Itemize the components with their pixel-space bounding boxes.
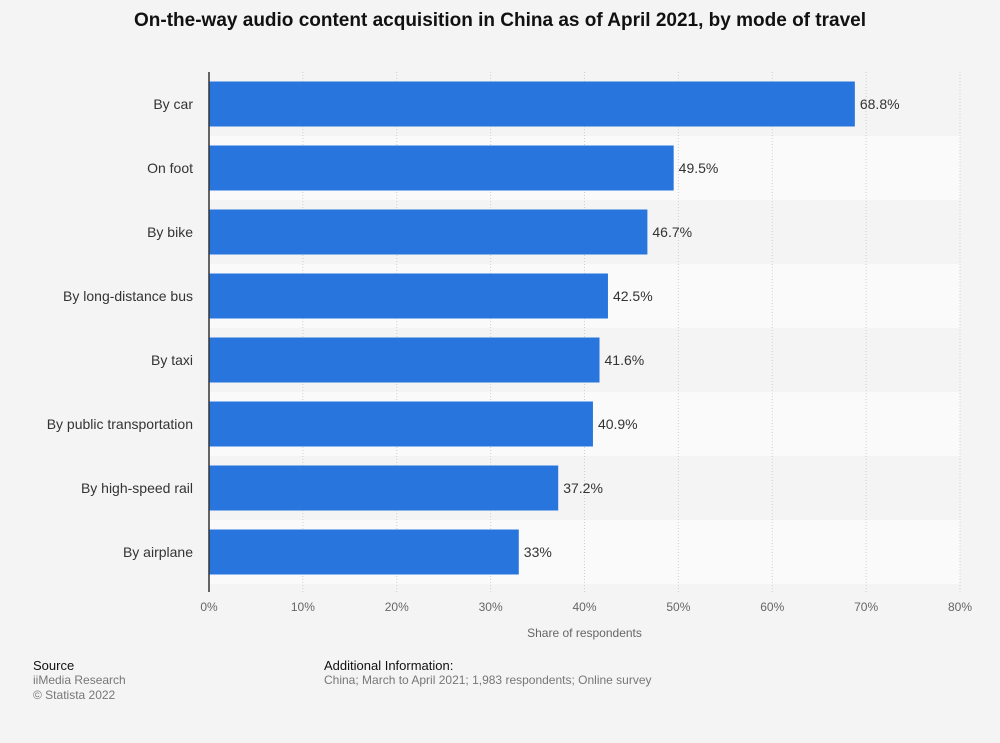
value-label: 42.5% (613, 288, 653, 304)
bar (209, 401, 593, 447)
bar (209, 465, 559, 511)
bar-chart: By car 68.8% On foot 49.5% By bike 46.7% By lo… (47, 72, 972, 640)
x-tick-label: 20% (385, 600, 409, 614)
additional-info-text: China; March to April 2021; 1,983 respon… (324, 673, 652, 687)
bar (209, 273, 608, 319)
value-label: 37.2% (563, 480, 603, 496)
value-label: 41.6% (605, 352, 645, 368)
value-label: 46.7% (652, 224, 692, 240)
value-label: 68.8% (860, 96, 900, 112)
source-name: iiMedia Research (33, 673, 126, 687)
category-label: By long-distance bus (63, 288, 193, 304)
category-label: By bike (147, 224, 193, 240)
x-tick-label: 30% (479, 600, 503, 614)
x-tick-label: 60% (760, 600, 784, 614)
bar (209, 81, 855, 127)
category-label: By public transportation (47, 416, 193, 432)
x-tick-label: 40% (572, 600, 596, 614)
x-tick-label: 80% (948, 600, 972, 614)
bar (209, 337, 600, 383)
x-tick-label: 50% (666, 600, 690, 614)
chart-title: On-the-way audio content acquisition in … (134, 10, 866, 31)
category-label: By car (153, 96, 193, 112)
source-block: Source iiMedia Research © Statista 2022 (33, 658, 126, 703)
value-label: 40.9% (598, 416, 638, 432)
category-label: By taxi (151, 352, 193, 368)
copyright: © Statista 2022 (33, 688, 116, 702)
value-label: 33% (524, 544, 552, 560)
additional-info-block: Additional Information: China; March to … (324, 658, 652, 688)
value-label: 49.5% (679, 160, 719, 176)
bar (209, 145, 674, 191)
source-heading: Source (33, 658, 75, 673)
category-label: By airplane (123, 544, 193, 560)
x-tick-label: 70% (854, 600, 878, 614)
x-tick-label: 0% (200, 600, 218, 614)
bar (209, 209, 648, 255)
category-label: On foot (147, 160, 193, 176)
x-axis-title: Share of respondents (527, 626, 642, 640)
bar (209, 529, 519, 575)
x-tick-label: 10% (291, 600, 315, 614)
category-label: By high-speed rail (81, 480, 193, 496)
additional-info-heading: Additional Information: (324, 658, 454, 673)
